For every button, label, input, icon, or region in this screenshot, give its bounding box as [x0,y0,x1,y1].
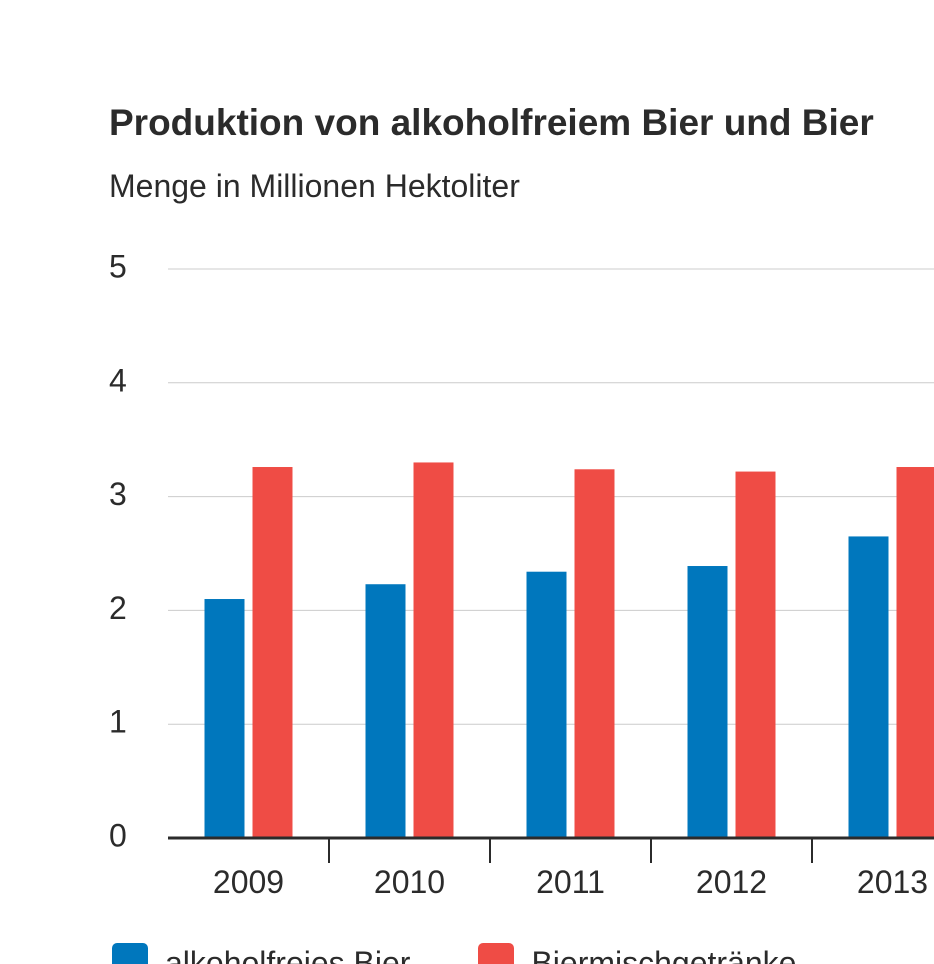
bar-series-1-2009[interactable] [204,599,245,838]
bar-series-1-2010[interactable] [365,584,406,838]
y-tick-label: 3 [109,476,127,512]
legend-swatch-series-2 [478,943,515,964]
legend-label-series-2: Biermischgetränke [531,945,797,964]
y-tick-label: 2 [109,590,127,626]
bar-series-2-2013[interactable] [896,467,934,838]
y-tick-label: 0 [109,817,127,853]
y-tick-label: 1 [109,704,127,740]
y-tick-label: 4 [109,362,127,398]
chart-title: Produktion von alkoholfreiem Bier und Bi… [109,102,874,143]
x-tick-label: 2011 [536,864,605,900]
bar-series-2-2012[interactable] [735,471,776,838]
bar-series-2-2010[interactable] [413,462,454,838]
bar-series-1-2013[interactable] [848,536,889,838]
legend-swatch-series-1 [112,943,148,964]
x-tick-label: 2009 [213,864,284,900]
bar-series-1-2012[interactable] [687,566,728,838]
x-axis [168,836,934,863]
y-axis-tick-labels: 0 1 2 3 4 5 [109,248,127,853]
legend-label-series-1: alkoholfreies Bier [165,945,411,964]
y-tick-label: 5 [109,248,127,284]
x-tick-label: 2013 [857,864,928,900]
legend-item-series-2[interactable]: Biermischgetränke [478,943,796,964]
x-tick-label: 2010 [374,864,445,900]
legend: alkoholfreies Bier Biermischgetränke [112,943,864,964]
legend-item-series-1[interactable]: alkoholfreies Bier [112,943,410,964]
x-tick-label: 2012 [696,864,767,900]
x-axis-tick-labels: 2009 2010 2011 2012 2013 [213,864,928,900]
bar-series-2-2011[interactable] [574,469,615,838]
bar-series-2-2009[interactable] [252,467,293,838]
bars [204,462,934,838]
bar-series-1-2011[interactable] [526,571,567,838]
chart-subtitle: Menge in Millionen Hektoliter [109,168,520,204]
gridlines [168,268,934,725]
